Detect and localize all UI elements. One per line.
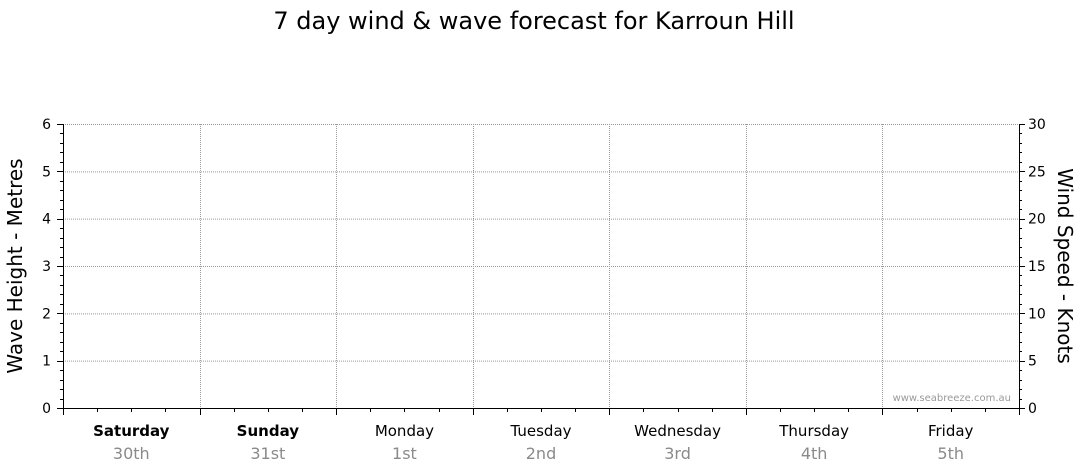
day-label: Sunday	[237, 422, 300, 440]
left-tick-label: 5	[42, 164, 51, 180]
right-tick-label: 5	[1028, 354, 1037, 370]
date-label: 2nd	[526, 444, 556, 463]
day-label: Friday	[928, 422, 974, 440]
right-tick-label: 30	[1028, 117, 1046, 133]
right-tick-label: 25	[1028, 164, 1046, 180]
left-tick-label: 6	[42, 117, 51, 133]
date-label: 30th	[113, 444, 150, 463]
date-label: 31st	[250, 444, 285, 463]
grid	[63, 124, 1019, 408]
right-tick-label: 0	[1028, 401, 1037, 417]
day-label: Monday	[375, 422, 434, 440]
day-label: Thursday	[778, 422, 849, 440]
right-tick-label: 10	[1028, 306, 1046, 322]
day-labels: Saturday 30th Sunday 31st Monday 1st Tuesday 2n…	[93, 422, 973, 463]
watermark: www.seabreeze.com.au	[893, 393, 1011, 404]
left-tick-label: 0	[42, 401, 51, 417]
right-axis-title: Wind Speed - Knots	[1053, 168, 1077, 364]
day-label: Saturday	[93, 422, 170, 440]
right-tick-label: 15	[1028, 259, 1046, 275]
left-tick-label: 1	[42, 354, 51, 370]
left-tick-label: 3	[42, 259, 51, 275]
right-tick-label: 20	[1028, 212, 1046, 228]
left-tick-label: 4	[42, 212, 51, 228]
date-label: 1st	[392, 444, 417, 463]
left-tick-label: 2	[42, 306, 51, 322]
day-label: Tuesday	[509, 422, 571, 440]
day-label: Wednesday	[634, 422, 721, 440]
left-axis-title: Wave Height - Metres	[3, 158, 27, 373]
date-label: 3rd	[664, 444, 691, 463]
axis-ticks: 0 1 2 3 4 5 6 0 5 10 15 20 25 30	[42, 117, 1046, 417]
chart-title: 7 day wind & wave forecast for Karroun H…	[273, 7, 794, 35]
date-label: 4th	[801, 444, 828, 463]
date-label: 5th	[937, 444, 964, 463]
